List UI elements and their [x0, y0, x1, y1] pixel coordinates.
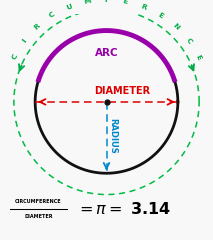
Text: N: N	[171, 23, 180, 31]
Text: $=\pi=$ 3.14: $=\pi=$ 3.14	[76, 201, 171, 217]
Text: CIRCUMFERENCE: CIRCUMFERENCE	[15, 199, 62, 204]
Text: DIAMETER: DIAMETER	[94, 86, 151, 96]
Text: E: E	[122, 0, 128, 5]
Text: E: E	[157, 11, 164, 19]
Text: M: M	[83, 0, 92, 5]
Text: I: I	[21, 38, 28, 44]
Text: C: C	[48, 11, 56, 19]
Text: R: R	[140, 3, 147, 11]
Text: C: C	[11, 53, 19, 61]
Text: RADIUS: RADIUS	[108, 118, 117, 154]
Text: C: C	[184, 37, 193, 45]
Text: ARC: ARC	[95, 48, 118, 58]
Text: E: E	[195, 54, 202, 60]
Text: R: R	[33, 23, 41, 31]
Text: F: F	[104, 0, 109, 3]
Text: U: U	[66, 3, 73, 11]
Text: DIAMETER: DIAMETER	[24, 214, 53, 219]
